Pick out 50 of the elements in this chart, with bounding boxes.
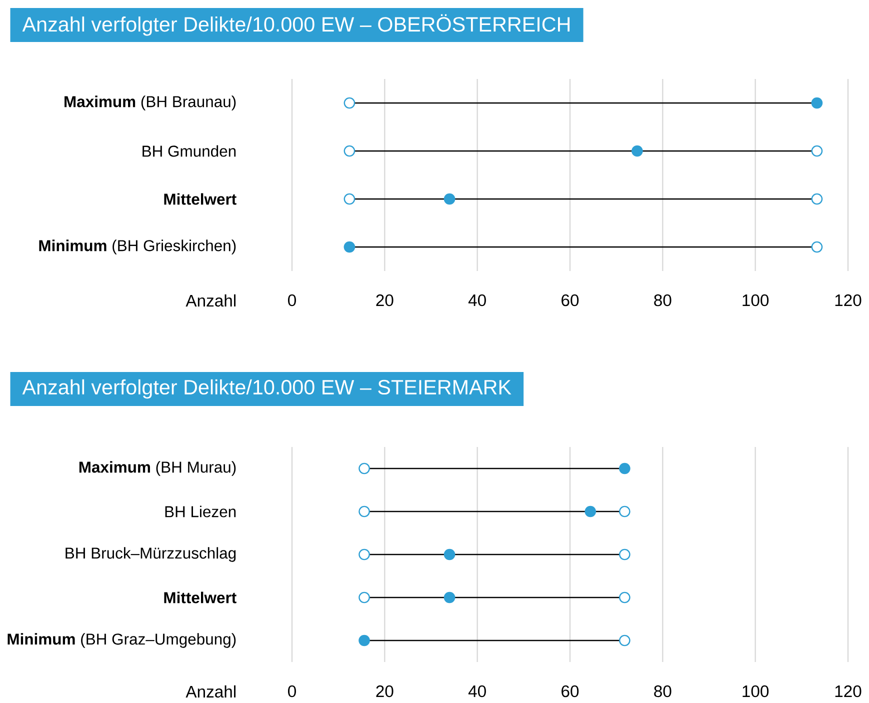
y-tick-label: Maximum (BH Murau) (79, 461, 236, 476)
x-tick-label: 40 (468, 294, 486, 306)
x-tick-label: 0 (288, 685, 296, 698)
point (444, 548, 456, 560)
y-tick-label: Mittelwert (164, 193, 236, 205)
point (619, 634, 630, 646)
point (344, 193, 356, 205)
x-axis-title: Anzahl (186, 294, 236, 307)
x-tick-label: 120 (835, 685, 862, 698)
x-tick-label: 80 (654, 294, 672, 306)
point (344, 97, 356, 109)
point (358, 462, 370, 474)
x-tick-label: 100 (742, 685, 769, 698)
y-tick-label: BH Liezen (165, 506, 236, 518)
point (811, 145, 823, 157)
x-tick-label: 100 (742, 294, 769, 306)
point (344, 241, 356, 253)
point (358, 592, 370, 604)
chart-title: Anzahl verfolgter Delikte/10.000 EW – OBERÖSTERREICH (22, 14, 570, 36)
x-tick-label: 20 (376, 294, 394, 306)
y-tick-label: Mittelwert (164, 592, 236, 604)
y-tick-label: Minimum (BH Graz–Umgebung) (8, 633, 236, 648)
point (444, 592, 456, 604)
point (811, 241, 823, 253)
point (358, 506, 370, 518)
chart-title: Anzahl verfolgter Delikte/10.000 EW – STEIERMARK (22, 379, 512, 399)
point (619, 548, 630, 560)
x-tick-label: 80 (654, 685, 672, 698)
point (444, 193, 456, 205)
point (344, 145, 356, 157)
x-tick-label: 20 (376, 685, 394, 698)
point (632, 145, 643, 157)
x-tick-label: 60 (562, 294, 579, 306)
point (358, 548, 370, 560)
point (619, 506, 630, 518)
y-tick-label: BH Gmunden (142, 145, 236, 157)
point (584, 506, 596, 518)
point (619, 462, 630, 474)
x-tick-label: 60 (562, 685, 579, 698)
point (811, 97, 823, 109)
point (811, 193, 823, 205)
point (358, 634, 370, 646)
x-axis-title: Anzahl (186, 685, 236, 698)
y-tick-label: Maximum (BH Braunau) (64, 96, 236, 110)
y-tick-label: BH Bruck–Mürzzuschlag (66, 547, 236, 562)
x-tick-label: 40 (468, 685, 486, 698)
x-tick-label: 120 (835, 294, 862, 306)
point (619, 592, 630, 604)
x-tick-label: 0 (288, 294, 296, 306)
y-tick-label: Minimum (BH Grieskirchen) (39, 240, 236, 254)
